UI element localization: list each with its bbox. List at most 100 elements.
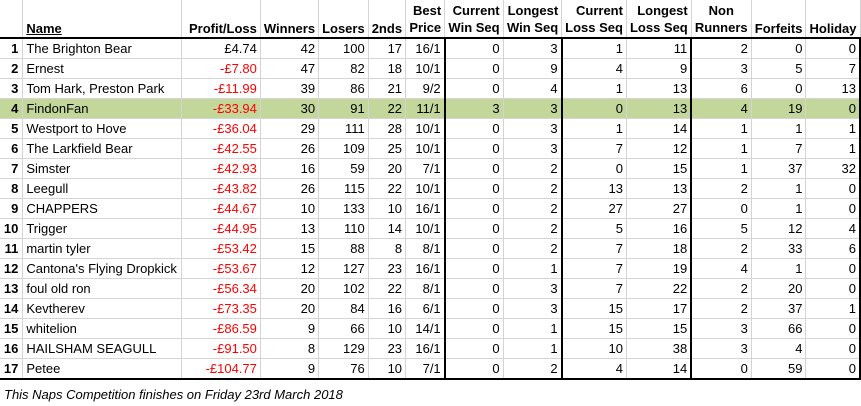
profit-loss-cell: -£11.99 (181, 78, 261, 99)
holiday-cell: 1 (805, 118, 861, 139)
table-row: 13 foul old ron -£56.34 20 102 22 8/1 0 3 7 22 2 20 0 (0, 278, 861, 299)
longest-loss-seq-cell: 27 (626, 198, 693, 219)
rank-cell: 16 (0, 338, 24, 359)
competition-footer-note: This Naps Competition finishes on Friday… (4, 387, 343, 402)
current-loss-seq-cell: 10 (561, 338, 627, 359)
table-row: 8 Leegull -£43.82 26 115 22 10/1 0 2 13 13 2 1 0 (0, 178, 861, 199)
rank-cell: 10 (0, 218, 24, 239)
non-runners-cell: 3 (691, 318, 752, 339)
winners-cell: 20 (260, 278, 320, 299)
forfeits-cell: 1 (751, 258, 807, 279)
holiday-cell: 1 (805, 298, 861, 319)
holiday-cell: 0 (805, 318, 861, 339)
table-row: 16 HAILSHAM SEAGULL -£91.50 8 129 23 16/1 0 1 10 3… (0, 338, 861, 359)
seconds-cell: 22 (368, 278, 407, 299)
name-cell: HAILSHAM SEAGULL (22, 338, 183, 359)
longest-win-header-line2: Win Seq (506, 19, 559, 35)
seconds-cell: 8 (368, 238, 407, 259)
name-cell: CHAPPERS (22, 198, 183, 219)
table-row: 6 The Larkfield Bear -£42.55 26 109 25 10/1 0 3 7… (0, 138, 861, 159)
winners-cell: 12 (260, 258, 320, 279)
current-win-seq-cell: 0 (444, 198, 504, 219)
forfeits-header: Forfeits (751, 0, 807, 39)
non-runners-cell: 4 (691, 98, 752, 119)
seconds-cell: 20 (368, 158, 407, 179)
losers-cell: 100 (318, 38, 369, 59)
non-runners-cell: 1 (691, 118, 752, 139)
current-win-seq-cell: 0 (444, 78, 504, 99)
current-loss-seq-cell: 0 (561, 98, 627, 119)
forfeits-cell: 1 (751, 198, 807, 219)
table-row: 17 Petee -£104.77 9 76 10 7/1 0 2 4 14 0 59 0 (0, 358, 861, 380)
table-row: 2 Ernest -£7.80 47 82 18 10/1 0 9 4 9 3 5 7 (0, 58, 861, 79)
longest-loss-seq-cell: 14 (626, 358, 693, 380)
rank-cell: 4 (0, 98, 24, 119)
non-runners-cell: 6 (691, 78, 752, 99)
winners-cell: 26 (260, 178, 320, 199)
non-runners-cell: 4 (691, 258, 752, 279)
best-price-cell: 16/1 (405, 258, 446, 279)
forfeits-cell: 5 (751, 58, 807, 79)
rank-cell: 2 (0, 58, 24, 79)
current-win-seq-cell: 0 (444, 298, 504, 319)
non-runners-cell: 2 (691, 38, 752, 59)
losers-cell: 129 (318, 338, 369, 359)
current-loss-seq-cell: 1 (561, 38, 627, 59)
losers-cell: 102 (318, 278, 369, 299)
header-row: Name Profit/Loss Winners Losers 2nds Bes… (0, 0, 861, 39)
non-runners-cell: 1 (691, 158, 752, 179)
name-cell: The Brighton Bear (22, 38, 183, 59)
longest-loss-seq-cell: 11 (626, 38, 693, 59)
seconds-cell: 22 (368, 178, 407, 199)
forfeits-cell: 20 (751, 278, 807, 299)
longest-loss-seq-cell: 17 (626, 298, 693, 319)
seconds-cell: 10 (368, 358, 407, 380)
table-row: 9 CHAPPERS -£44.67 10 133 10 16/1 0 2 27 27 0 1 0 (0, 198, 861, 219)
holiday-cell: 0 (805, 198, 861, 219)
forfeits-cell: 0 (751, 38, 807, 59)
best-price-cell: 7/1 (405, 158, 446, 179)
losers-cell: 111 (318, 118, 369, 139)
current-loss-seq-cell: 13 (561, 178, 627, 199)
current-win-seq-cell: 0 (444, 338, 504, 359)
longest-win-seq-cell: 1 (503, 318, 563, 339)
longest-loss-seq-cell: 16 (626, 218, 693, 239)
forfeits-cell: 7 (751, 138, 807, 159)
longest-loss-seq-cell: 13 (626, 98, 693, 119)
winners-cell: 16 (260, 158, 320, 179)
profit-loss-cell: -£33.94 (181, 98, 261, 119)
name-header: Name (22, 0, 183, 39)
best-price-cell: 10/1 (405, 118, 446, 139)
longest-win-seq-cell: 2 (503, 238, 563, 259)
winners-cell: 8 (260, 338, 320, 359)
seconds-cell: 25 (368, 138, 407, 159)
holiday-cell: 0 (805, 278, 861, 299)
seconds-cell: 14 (368, 218, 407, 239)
losers-cell: 109 (318, 138, 369, 159)
forfeits-cell: 59 (751, 358, 807, 380)
longest-win-seq-cell: 3 (503, 298, 563, 319)
losers-cell: 88 (318, 238, 369, 259)
current-loss-seq-cell: 15 (561, 298, 627, 319)
current-win-seq-cell: 0 (444, 178, 504, 199)
forfeits-cell: 1 (751, 178, 807, 199)
winners-cell: 47 (260, 58, 320, 79)
seconds-cell: 16 (368, 298, 407, 319)
table-row: 4 FindonFan -£33.94 30 91 22 11/1 3 3 0 13 4 19 0 (0, 98, 861, 119)
rank-cell: 17 (0, 358, 24, 380)
non-runners-cell: 2 (691, 298, 752, 319)
holiday-cell: 0 (805, 178, 861, 199)
name-cell: Kevtherev (22, 298, 183, 319)
holiday-header: Holiday (805, 0, 861, 39)
best-price-cell: 16/1 (405, 338, 446, 359)
rank-cell: 8 (0, 178, 24, 199)
longest-win-seq-cell: 9 (503, 58, 563, 79)
losers-cell: 127 (318, 258, 369, 279)
longest-win-seq-cell: 3 (503, 138, 563, 159)
table-row: 14 Kevtherev -£73.35 20 84 16 6/1 0 3 15 17 2 37 1 (0, 298, 861, 319)
non-runners-cell: 3 (691, 338, 752, 359)
name-cell: Westport to Hove (22, 118, 183, 139)
current-loss-seq-cell: 5 (561, 218, 627, 239)
holiday-cell: 32 (805, 158, 861, 179)
longest-loss-seq-cell: 13 (626, 78, 693, 99)
